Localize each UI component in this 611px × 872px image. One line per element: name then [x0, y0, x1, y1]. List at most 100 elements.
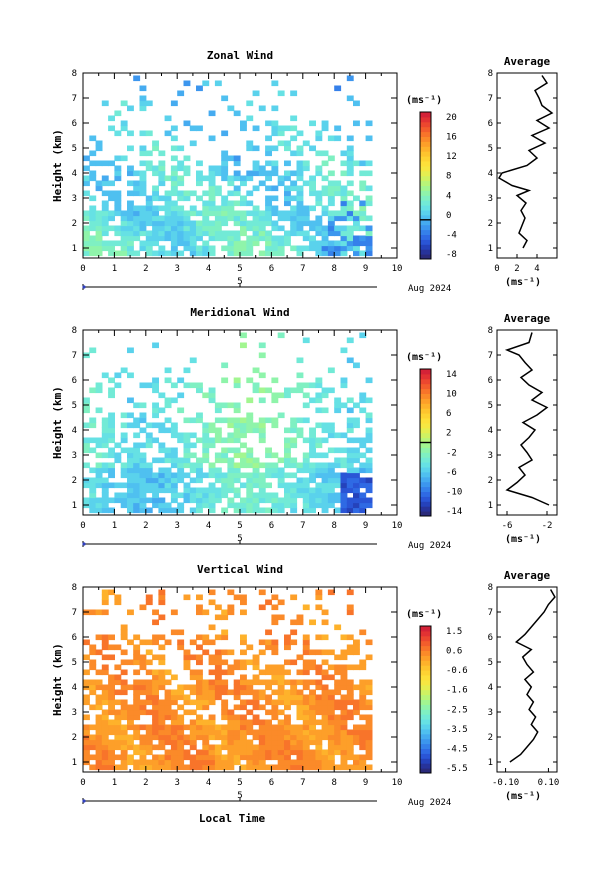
heat-cell	[302, 699, 310, 706]
heat-cell	[302, 759, 310, 766]
heat-cell	[346, 482, 354, 489]
heat-cell	[183, 215, 191, 222]
heat-cell	[290, 749, 298, 756]
heat-cell	[346, 679, 354, 686]
heat-cell	[284, 462, 291, 469]
heat-cell	[353, 120, 360, 127]
heat-cell	[183, 210, 191, 217]
heat-cell	[284, 452, 291, 459]
heat-cell	[208, 724, 216, 731]
heat-cell	[214, 604, 222, 611]
heat-cell	[214, 497, 222, 504]
heat-cell	[246, 679, 254, 686]
heat-cell	[208, 754, 216, 761]
heat-cell	[127, 714, 134, 721]
heat-cell	[290, 210, 298, 217]
heat-cell	[127, 734, 134, 741]
heat-cell	[170, 225, 178, 232]
heat-cell	[170, 507, 178, 514]
heat-cell	[240, 594, 247, 601]
heat-cell	[183, 457, 191, 464]
heat-cell	[233, 684, 241, 691]
heat-cell	[127, 412, 134, 419]
colorbar-swatch	[420, 679, 431, 686]
heat-cell	[83, 422, 90, 429]
colorbar-tick-label: 0	[446, 211, 451, 221]
heat-cell	[302, 230, 310, 237]
heat-cell	[265, 694, 272, 701]
heat-cell	[252, 497, 260, 504]
colorbar-swatch	[420, 496, 431, 502]
heat-cell	[183, 235, 191, 242]
heat-cell	[271, 165, 279, 172]
heat-cell	[214, 165, 222, 172]
heat-cell	[170, 492, 178, 499]
heat-cell	[284, 689, 291, 696]
y-tick-label: 3	[72, 451, 77, 461]
heat-cell	[177, 235, 185, 242]
heat-cell	[227, 764, 235, 771]
heat-cell	[101, 729, 109, 736]
heat-cell	[158, 759, 166, 766]
heat-cell	[334, 477, 342, 484]
x-tick-label: 2	[143, 778, 148, 788]
heat-cell	[95, 160, 103, 167]
heat-cell	[227, 502, 235, 509]
heat-cell	[221, 487, 229, 494]
heat-cell	[365, 135, 373, 142]
heat-cell	[240, 427, 247, 434]
heat-cell	[139, 689, 147, 696]
heat-cell	[158, 447, 166, 454]
heat-cell	[202, 427, 210, 434]
heat-cell	[227, 664, 235, 671]
heat-cell	[139, 744, 147, 751]
heat-cell	[89, 150, 97, 157]
heat-cell	[290, 487, 298, 494]
heat-cell	[208, 175, 216, 182]
heat-cell	[208, 387, 216, 394]
heat-cell	[277, 689, 285, 696]
heat-cell	[296, 614, 304, 621]
heat-cell	[353, 402, 360, 409]
heat-cell	[89, 684, 97, 691]
heat-cell	[252, 759, 260, 766]
heat-cell	[227, 724, 235, 731]
heat-cell	[221, 402, 229, 409]
heat-cell	[277, 140, 285, 147]
colorbar-swatch	[420, 378, 431, 385]
heat-cell	[114, 734, 122, 741]
heat-cell	[321, 175, 329, 182]
heat-cell	[258, 432, 266, 439]
colorbar-swatch	[420, 383, 431, 390]
heat-cell	[296, 694, 304, 701]
colorbar-swatch	[420, 195, 431, 201]
heat-cell	[101, 200, 109, 207]
heat-cell	[359, 729, 367, 736]
colorbar-swatch	[420, 156, 431, 162]
heat-cell	[133, 734, 141, 741]
heat-cell	[233, 200, 241, 207]
heat-cell	[208, 502, 216, 509]
heat-cell	[158, 150, 166, 157]
heat-cell	[183, 659, 191, 666]
heat-cell	[133, 679, 141, 686]
panel-title: Vertical Wind	[197, 563, 283, 576]
heat-cell	[265, 644, 272, 651]
heat-cell	[221, 679, 229, 686]
avg-x-tick-label: -0.10	[492, 778, 519, 788]
heat-cell	[315, 240, 323, 247]
colorbar-tick-label: -1.6	[446, 686, 468, 696]
heat-cell	[133, 190, 141, 197]
heat-cell	[246, 754, 254, 761]
heat-cell	[196, 734, 203, 741]
heat-cell	[258, 437, 266, 444]
heat-cell	[170, 724, 178, 731]
heat-cell	[315, 225, 323, 232]
x-tick-label: 8	[331, 778, 336, 788]
x-tick-label: 4	[206, 264, 211, 274]
heat-cell	[127, 220, 134, 227]
heat-cell	[158, 744, 166, 751]
heat-cell	[340, 719, 348, 726]
heat-cell	[271, 392, 279, 399]
heat-cell	[196, 250, 203, 257]
